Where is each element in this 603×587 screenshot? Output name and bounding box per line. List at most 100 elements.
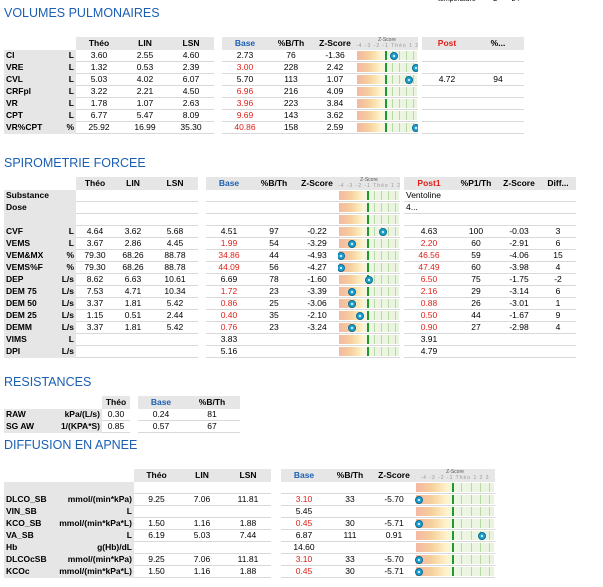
zscore-value: -3.06 [296, 297, 338, 310]
resistances-table: Théo Base %B/Th RAW kPa/(L/s) 0.30 0.24 81 SG AW… [4, 396, 240, 433]
column-gap [418, 61, 422, 74]
post-value: 4.72 [422, 73, 472, 86]
lsn-value [152, 333, 198, 346]
zscore-bar [356, 50, 418, 62]
post-value: Ventoline [404, 190, 454, 202]
section-title-volumes: VOLUMES PULMONAIRES [4, 6, 160, 20]
zscore-bar [415, 493, 495, 506]
pct-value: 33 [327, 553, 373, 566]
row-label: VIMS L [4, 333, 76, 346]
lsn-value: 1.88 [225, 565, 271, 578]
base-value: 6.96 [222, 85, 268, 98]
row-unit: L/s [61, 322, 74, 332]
zscore-value [373, 482, 415, 494]
column-header: Z-Score [296, 177, 338, 190]
row-label: CPT L [4, 109, 76, 122]
column-gap [400, 297, 404, 310]
post-pct-value: 59 [454, 249, 498, 262]
column-gap [198, 249, 206, 262]
base-value: 0.57 [138, 420, 184, 433]
row-name: VR%CPT [6, 122, 43, 132]
row-unit: L [68, 74, 74, 84]
pct-value: 33 [327, 493, 373, 506]
column-gap [418, 121, 422, 134]
row-label: DEMM L/s [4, 321, 76, 334]
pct-value: 78 [252, 273, 296, 286]
table-row: SG AW 1/(KPA*S) 0.85 0.57 67 [4, 420, 240, 433]
zscore-value: -4.27 [296, 261, 338, 274]
theo-value [76, 333, 114, 346]
column-gap [418, 50, 422, 62]
zscore-value: 0.91 [373, 529, 415, 542]
table-row: VR L 1.78 1.07 2.63 3.96 223 3.84 [4, 97, 524, 110]
zscore-marker-icon [348, 239, 357, 248]
row-unit: mmol/(min*kPa) [67, 554, 132, 564]
zscore-value [373, 505, 415, 518]
zscore-bar [338, 297, 400, 310]
column-gap [198, 225, 206, 238]
table-row: CVF L 4.64 3.62 5.68 4.51 97 -0.22 4.63 100 -0.03 3 [4, 225, 576, 238]
diff-value: 15 [540, 249, 576, 262]
pct-value: 44 [252, 249, 296, 262]
lsn-value: 5.68 [152, 225, 198, 238]
post-zscore-value: -4.06 [498, 249, 540, 262]
lin-value: 1.16 [179, 517, 225, 530]
base-value: 0.45 [281, 517, 327, 530]
table-row: DEM 50 L/s 3.37 1.81 5.42 0.86 25 -3.06 0.88 26 -3… [4, 297, 576, 310]
lin-value [179, 505, 225, 518]
table-row: VA_SB L 6.19 5.03 7.44 6.87 111 0.91 [4, 529, 495, 542]
column-header: Base [206, 177, 252, 190]
row-name: KCO_SB [6, 518, 42, 528]
post-value: 3.91 [404, 333, 454, 346]
pct-value [327, 482, 373, 494]
post-value: 2.20 [404, 237, 454, 250]
lsn-value [152, 345, 198, 358]
base-value: 5.70 [222, 73, 268, 86]
lsn-value: 2.44 [152, 309, 198, 322]
table-row: VEMS%F% 79.30 68.26 88.78 44.09 56 -4.27 47.49 6… [4, 261, 576, 274]
header-row: Théo LIN LSN Base %B/Th Z-Score Z-Score -4 -3 -… [4, 37, 524, 50]
post-pct-value [472, 97, 524, 110]
post-pct-value [472, 121, 524, 134]
post-value: 47.49 [404, 261, 454, 274]
pct-value: 158 [268, 121, 314, 134]
column-gap [214, 97, 222, 110]
column-header: LSN [225, 469, 271, 482]
row-label: VEM&MX% [4, 249, 76, 262]
zscore-bar [338, 213, 400, 226]
post-value [422, 85, 472, 98]
zscore-scale-title: Z-Score [446, 469, 464, 475]
column-gap [400, 345, 404, 358]
post-pct-value: 100 [454, 225, 498, 238]
base-value: 14.60 [281, 541, 327, 554]
post-pct-value: 94 [472, 73, 524, 86]
row-name: VEM&MX [6, 250, 44, 260]
lin-value: 4.02 [122, 73, 168, 86]
post-zscore-value [498, 190, 540, 202]
table-row: Substance Ventoline [4, 190, 576, 202]
diff-value: 9 [540, 309, 576, 322]
zscore-bar [338, 273, 400, 286]
base-value: 0.86 [206, 297, 252, 310]
row-name: VEMS [6, 238, 31, 248]
lsn-value: 5.42 [152, 321, 198, 334]
row-label [4, 213, 76, 226]
table-row: CI L 3.60 2.55 4.60 2.73 76 -1.36 [4, 50, 524, 62]
column-gap [271, 493, 281, 506]
zscore-value: -5.71 [373, 517, 415, 530]
zscore-bar [356, 97, 418, 110]
diff-value: 4 [540, 261, 576, 274]
pct-value: 113 [268, 73, 314, 86]
zscore-bar [356, 73, 418, 86]
lsn-value: 6.07 [168, 73, 214, 86]
row-label: DEP L/s [4, 273, 76, 286]
column-gap [214, 85, 222, 98]
row-label: KCOc mmol/(min*kPa*L) [4, 565, 134, 578]
post-value: 2.16 [404, 285, 454, 298]
row-name: DPI [6, 346, 21, 356]
table-row: DLCOcSB mmol/(min*kPa) 9.25 7.06 11.81 3.10 33… [4, 553, 495, 566]
column-gap [400, 213, 404, 226]
base-value [206, 213, 252, 226]
theo-value: 3.22 [76, 85, 122, 98]
header-spacer [4, 37, 76, 50]
